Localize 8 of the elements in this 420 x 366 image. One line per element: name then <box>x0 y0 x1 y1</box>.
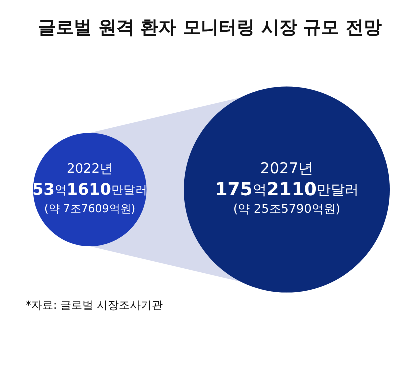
text: *자료: 글로벌 시장조사기관 <box>26 298 164 312</box>
category-label: 2022년 <box>66 162 114 178</box>
text: (약 25조5790억원) <box>234 202 341 216</box>
text: 글로벌 원격 환자 모니터링 시장 규모 전망 <box>38 17 382 38</box>
data-label: 53억1610만달러 <box>32 180 148 199</box>
data-label: 175억2110만달러 <box>215 179 359 200</box>
text: (약 7조7609억원) <box>44 202 136 216</box>
category-label: 2027년 <box>260 160 314 178</box>
